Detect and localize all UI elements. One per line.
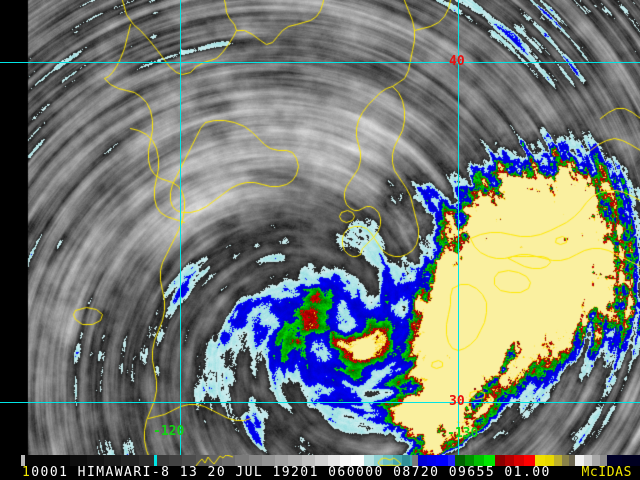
color-bar-segment [561, 455, 570, 466]
mcidas-brand-label: McIDAS [581, 465, 632, 480]
frame-marker: 1 [22, 465, 32, 480]
satellite-image-canvas[interactable] [0, 0, 640, 455]
color-bar-segment [554, 455, 562, 466]
status-bar-text: 10001 HIMAWARI-8 13 20 JUL 19201 060000 … [22, 466, 551, 480]
color-bar-segment [0, 455, 21, 466]
status-bar [0, 466, 640, 480]
status-bar-info: 0001 HIMAWARI-8 13 20 JUL 19201 060000 0… [31, 465, 551, 480]
